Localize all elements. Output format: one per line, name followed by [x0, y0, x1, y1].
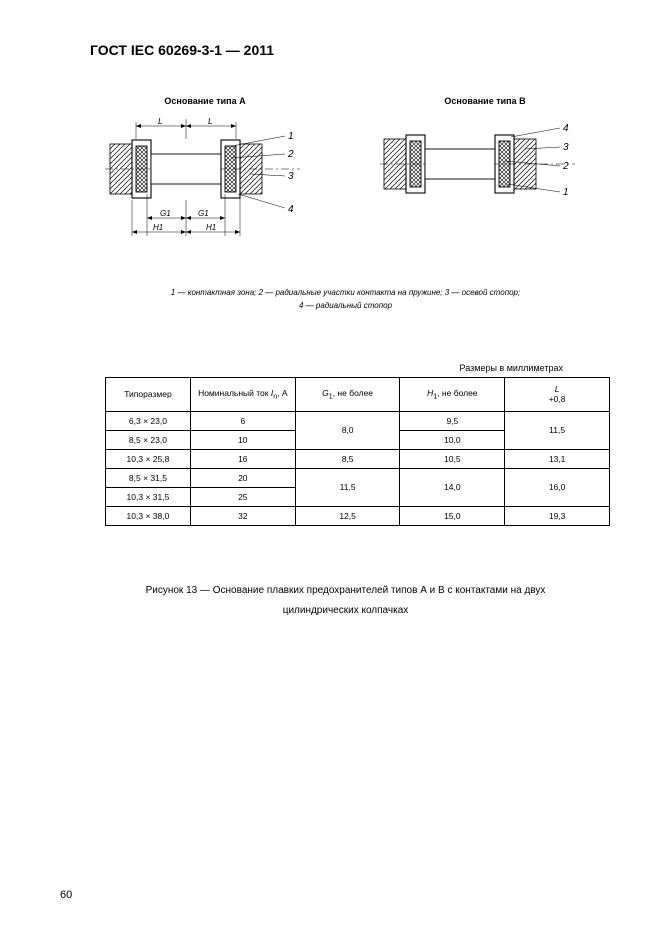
cell-in: 32 — [190, 506, 295, 525]
svg-text:1: 1 — [288, 131, 294, 142]
svg-text:2: 2 — [562, 161, 569, 172]
svg-text:H1: H1 — [153, 223, 163, 232]
diagram-type-a: Основание типа А — [100, 96, 310, 279]
cell-g1: 8,0 — [295, 411, 400, 449]
cell-h1: 10,0 — [400, 430, 505, 449]
cell-g1: 12,5 — [295, 506, 400, 525]
cell-in: 16 — [190, 449, 295, 468]
table-row: 10,3 × 38,03212,515,019,3 — [106, 506, 610, 525]
svg-text:L: L — [208, 116, 213, 126]
svg-text:2: 2 — [287, 149, 294, 160]
svg-text:3: 3 — [288, 171, 294, 182]
cell-h1: 9,5 — [400, 411, 505, 430]
cell-l: 13,1 — [505, 449, 610, 468]
th-size: Типоразмер — [106, 377, 191, 411]
th-g1: G1, не более — [295, 377, 400, 411]
diagram-type-b: Основание типа В — [380, 96, 590, 279]
svg-text:3: 3 — [563, 142, 569, 153]
cell-l: 16,0 — [505, 468, 610, 506]
cell-h1: 14,0 — [400, 468, 505, 506]
cell-l: 19,3 — [505, 506, 610, 525]
table-row: 8,5 × 31,52011,514,016,0 — [106, 468, 610, 487]
th-l: L+0,8 — [505, 377, 610, 411]
cell-size: 8,5 × 31,5 — [106, 468, 191, 487]
diagram-a-svg: L L G1 G1 — [100, 114, 310, 274]
document-header: ГОСТ IEC 60269-3-1 — 2011 — [90, 42, 601, 58]
cell-size: 10,3 × 25,8 — [106, 449, 191, 468]
cell-in: 25 — [190, 487, 295, 506]
svg-text:L: L — [158, 116, 163, 126]
legend-line2: 4 — радиальный стопор — [299, 301, 392, 310]
cell-size: 10,3 × 38,0 — [106, 506, 191, 525]
cell-in: 6 — [190, 411, 295, 430]
svg-text:1: 1 — [563, 187, 569, 198]
cell-size: 6,3 × 23,0 — [106, 411, 191, 430]
svg-text:G1: G1 — [160, 209, 171, 218]
legend-line1: 1 — контактная зона; 2 — радиальные учас… — [171, 288, 520, 297]
cell-in: 10 — [190, 430, 295, 449]
diagram-legend: 1 — контактная зона; 2 — радиальные учас… — [90, 287, 601, 313]
cell-h1: 15,0 — [400, 506, 505, 525]
th-h1: H1, не более — [400, 377, 505, 411]
cell-g1: 8,5 — [295, 449, 400, 468]
cell-size: 10,3 × 31,5 — [106, 487, 191, 506]
cell-size: 8,5 × 23,0 — [106, 430, 191, 449]
svg-text:4: 4 — [563, 123, 569, 134]
diagram-b-label: Основание типа В — [380, 96, 590, 106]
table-row: 10,3 × 25,8168,510,513,1 — [106, 449, 610, 468]
cell-g1: 11,5 — [295, 468, 400, 506]
cell-l: 11,5 — [505, 411, 610, 449]
diagram-a-label: Основание типа А — [100, 96, 310, 106]
svg-text:4: 4 — [288, 204, 294, 215]
diagram-b-svg: 4 3 2 1 — [380, 114, 590, 234]
cell-h1: 10,5 — [400, 449, 505, 468]
table-row: 6,3 × 23,068,09,511,5 — [106, 411, 610, 430]
page-number: 60 — [60, 889, 72, 901]
table-units: Размеры в миллиметрах — [90, 363, 563, 373]
figure-caption: Рисунок 13 — Основание плавких предохран… — [90, 581, 601, 621]
svg-text:G1: G1 — [198, 209, 209, 218]
dimensions-table: Типоразмер Номинальный ток In, А G1, не … — [105, 377, 610, 526]
diagrams-container: Основание типа А — [100, 96, 601, 279]
th-current: Номинальный ток In, А — [190, 377, 295, 411]
cell-in: 20 — [190, 468, 295, 487]
svg-text:H1: H1 — [206, 223, 216, 232]
